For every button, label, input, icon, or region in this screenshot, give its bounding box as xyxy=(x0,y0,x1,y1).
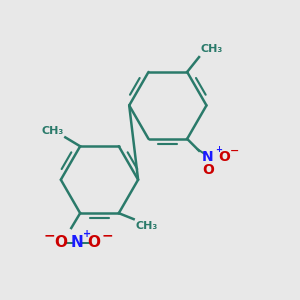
Text: +: + xyxy=(83,229,91,239)
Text: N: N xyxy=(202,150,214,164)
Text: +: + xyxy=(215,145,222,154)
Text: O: O xyxy=(87,236,100,250)
Text: −: − xyxy=(102,229,113,242)
Text: O: O xyxy=(218,150,230,164)
Text: O: O xyxy=(202,163,214,177)
Text: −: − xyxy=(230,146,240,156)
Text: CH₃: CH₃ xyxy=(135,220,158,231)
Text: CH₃: CH₃ xyxy=(200,44,223,54)
Text: N: N xyxy=(71,236,84,250)
Text: O: O xyxy=(54,236,67,250)
Text: −: − xyxy=(43,229,55,242)
Text: CH₃: CH₃ xyxy=(42,126,64,136)
